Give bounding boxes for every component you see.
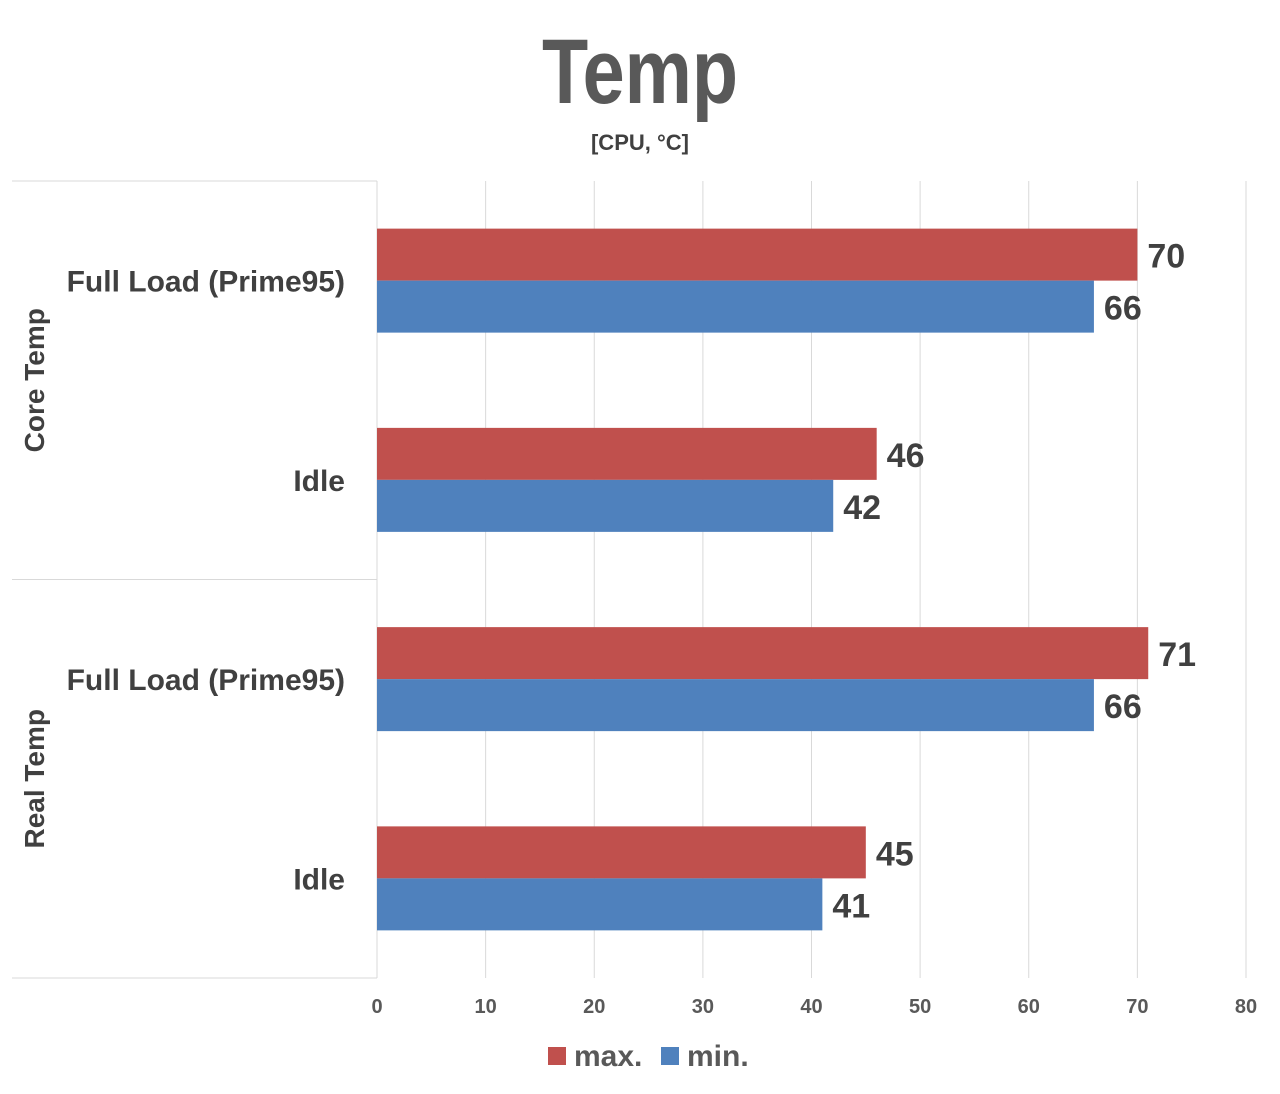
legend-label: min.	[687, 1040, 749, 1073]
bar-max	[377, 228, 1138, 281]
x-tick-label: 40	[800, 996, 822, 1018]
group-label: Core Temp	[19, 308, 50, 452]
category-label: Idle	[293, 465, 345, 498]
data-label: 66	[1104, 688, 1142, 726]
legend-swatch	[661, 1047, 679, 1065]
data-label: 42	[843, 489, 881, 527]
chart-title: Temp	[542, 21, 738, 123]
labels: 0 10 20 30 40 50 60 70 80 Core Temp Real Temp Full …	[19, 238, 1257, 1018]
bar-min	[377, 280, 1094, 333]
bar-min	[377, 479, 834, 532]
group-label: Real Temp	[19, 709, 50, 849]
x-tick-label: 30	[692, 996, 714, 1018]
chart-subtitle: [CPU, °C]	[591, 130, 689, 155]
bar-min	[377, 679, 1094, 732]
x-tick-label: 70	[1126, 996, 1148, 1018]
x-tick-label: 20	[583, 996, 605, 1018]
data-label: 70	[1147, 238, 1185, 276]
data-label: 45	[876, 835, 914, 873]
x-tick-label: 0	[371, 996, 382, 1018]
x-tick-label: 80	[1235, 996, 1257, 1018]
data-label: 71	[1158, 636, 1196, 674]
data-label: 66	[1104, 290, 1142, 328]
data-label: 41	[832, 887, 870, 925]
x-tick-label: 10	[475, 996, 497, 1018]
x-tick-label: 60	[1018, 996, 1040, 1018]
bar-min	[377, 878, 823, 931]
category-axis-frame	[12, 180, 377, 979]
bar-max	[377, 427, 877, 480]
legend-label: max.	[574, 1040, 642, 1073]
category-label: Idle	[293, 863, 345, 896]
data-label: 46	[887, 437, 925, 475]
bar-max	[377, 826, 866, 879]
bar-max	[377, 627, 1149, 680]
x-tick-label: 50	[909, 996, 931, 1018]
legend: max. min.	[548, 1040, 749, 1073]
category-label: Full Load (Prime95)	[67, 266, 345, 299]
category-label: Full Load (Prime95)	[67, 664, 345, 697]
legend-swatch	[548, 1047, 566, 1065]
bars	[377, 228, 1149, 931]
